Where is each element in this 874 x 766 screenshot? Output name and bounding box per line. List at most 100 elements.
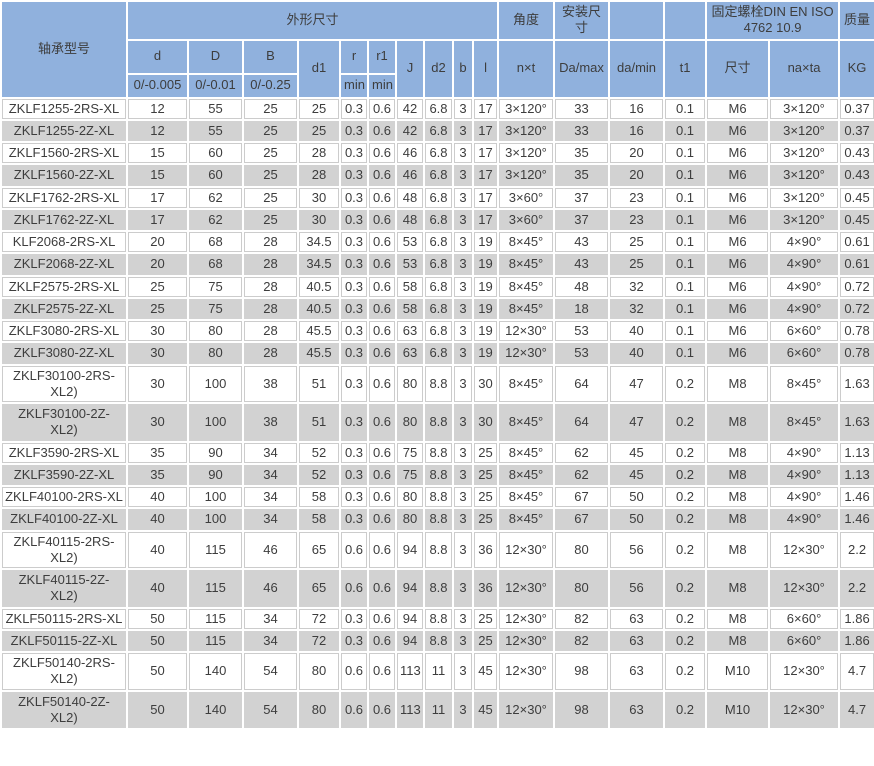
value-cell: 3 — [454, 187, 472, 208]
value-cell: 0.1 — [665, 187, 706, 208]
value-cell: 30 — [299, 209, 339, 230]
value-cell: 60 — [189, 165, 242, 186]
value-cell: 0.6 — [341, 653, 367, 690]
value-cell: 4.7 — [840, 691, 874, 728]
value-cell: 8.8 — [425, 442, 452, 463]
value-cell: 8×45° — [499, 509, 554, 530]
value-cell: 6.8 — [425, 120, 452, 141]
value-cell: 0.2 — [665, 487, 706, 508]
col-header-D: D — [189, 40, 242, 73]
value-cell: 100 — [189, 365, 242, 402]
value-cell: 35 — [555, 165, 609, 186]
value-cell: 12×30° — [499, 321, 554, 342]
value-cell: 75 — [397, 442, 423, 463]
value-cell: M6 — [707, 321, 769, 342]
value-cell: 47 — [610, 365, 664, 402]
value-cell: 6.8 — [425, 321, 452, 342]
value-cell: 34 — [244, 608, 297, 629]
value-cell: 46 — [397, 165, 423, 186]
value-cell: 0.3 — [341, 321, 367, 342]
value-cell: 63 — [610, 691, 664, 728]
value-cell: 80 — [299, 653, 339, 690]
value-cell: 58 — [299, 487, 339, 508]
value-cell: 6×60° — [770, 343, 839, 364]
value-cell: 1.13 — [840, 464, 874, 485]
value-cell: 30 — [474, 404, 498, 441]
value-cell: 34.5 — [299, 254, 339, 275]
value-cell: 90 — [189, 442, 242, 463]
model-cell: ZKLF50115-2Z-XL — [2, 630, 126, 651]
table-row: ZKLF2068-2Z-XL 20 68 28 34.5 0.3 0.6 53 6.8 3 19 8×… — [2, 254, 874, 275]
value-cell: 3×120° — [499, 120, 554, 141]
value-cell: 8.8 — [425, 608, 452, 629]
value-cell: 36 — [474, 570, 498, 607]
value-cell: 52 — [299, 464, 339, 485]
value-cell: 4×90° — [770, 276, 839, 297]
value-cell: 12×30° — [770, 691, 839, 728]
value-cell: 25 — [474, 608, 498, 629]
header-spacer-cell — [665, 2, 706, 39]
value-cell: 72 — [299, 630, 339, 651]
value-cell: 8×45° — [499, 487, 554, 508]
value-cell: 3 — [454, 143, 472, 164]
value-cell: 3 — [454, 98, 472, 119]
value-cell: 4×90° — [770, 298, 839, 319]
value-cell: 140 — [189, 653, 242, 690]
value-cell: 8×45° — [499, 404, 554, 441]
value-cell: 6.8 — [425, 343, 452, 364]
col-header-D-tolerance: 0/-0.01 — [189, 74, 242, 97]
value-cell: 0.2 — [665, 365, 706, 402]
value-cell: 62 — [189, 187, 242, 208]
value-cell: 28 — [244, 232, 297, 253]
value-cell: M6 — [707, 254, 769, 275]
value-cell: 20 — [128, 232, 187, 253]
model-cell: ZKLF3080-2RS-XL — [2, 321, 126, 342]
value-cell: 12×30° — [499, 691, 554, 728]
value-cell: 2.2 — [840, 531, 874, 568]
value-cell: 0.6 — [369, 608, 395, 629]
value-cell: 3 — [454, 487, 472, 508]
value-cell: 53 — [555, 321, 609, 342]
value-cell: M6 — [707, 298, 769, 319]
value-cell: 63 — [397, 343, 423, 364]
table-row: ZKLF3590-2Z-XL 35 90 34 52 0.3 0.6 75 8.8 3 25 8×45… — [2, 464, 874, 485]
col-header-r1-min: min — [369, 74, 395, 97]
col-header-r1: r1 — [369, 40, 395, 73]
value-cell: 0.6 — [369, 691, 395, 728]
value-cell: 8×45° — [770, 404, 839, 441]
value-cell: 0.6 — [369, 209, 395, 230]
model-cell: ZKLF50115-2RS-XL — [2, 608, 126, 629]
header-sub-row: d D B d1 r r1 J d2 b l n×t Da/max da/min… — [2, 40, 874, 97]
model-cell: ZKLF40100-2RS-XL — [2, 487, 126, 508]
value-cell: 2.2 — [840, 570, 874, 607]
value-cell: 0.6 — [369, 321, 395, 342]
value-cell: 0.3 — [341, 464, 367, 485]
value-cell: 30 — [128, 321, 187, 342]
table-row: ZKLF1560-2Z-XL 15 60 25 28 0.3 0.6 46 6.8 3 17 3×12… — [2, 165, 874, 186]
value-cell: 50 — [128, 691, 187, 728]
value-cell: 0.2 — [665, 531, 706, 568]
value-cell: 3 — [454, 343, 472, 364]
value-cell: 0.43 — [840, 143, 874, 164]
col-header-r: r — [341, 40, 367, 73]
value-cell: 115 — [189, 608, 242, 629]
value-cell: M6 — [707, 343, 769, 364]
value-cell: 46 — [397, 143, 423, 164]
model-cell: ZKLF1762-2Z-XL — [2, 209, 126, 230]
value-cell: 100 — [189, 404, 242, 441]
value-cell: 28 — [244, 321, 297, 342]
table-row: ZKLF1255-2Z-XL 12 55 25 25 0.3 0.6 42 6.8 3 17 3×12… — [2, 120, 874, 141]
value-cell: 0.43 — [840, 165, 874, 186]
value-cell: 0.3 — [341, 187, 367, 208]
value-cell: 17 — [128, 209, 187, 230]
value-cell: M8 — [707, 487, 769, 508]
value-cell: 3 — [454, 404, 472, 441]
value-cell: 68 — [189, 232, 242, 253]
value-cell: 3 — [454, 630, 472, 651]
value-cell: 42 — [397, 98, 423, 119]
value-cell: 6.8 — [425, 209, 452, 230]
value-cell: 60 — [189, 143, 242, 164]
value-cell: 64 — [555, 404, 609, 441]
value-cell: 0.6 — [369, 120, 395, 141]
col-header-r-min: min — [341, 74, 367, 97]
